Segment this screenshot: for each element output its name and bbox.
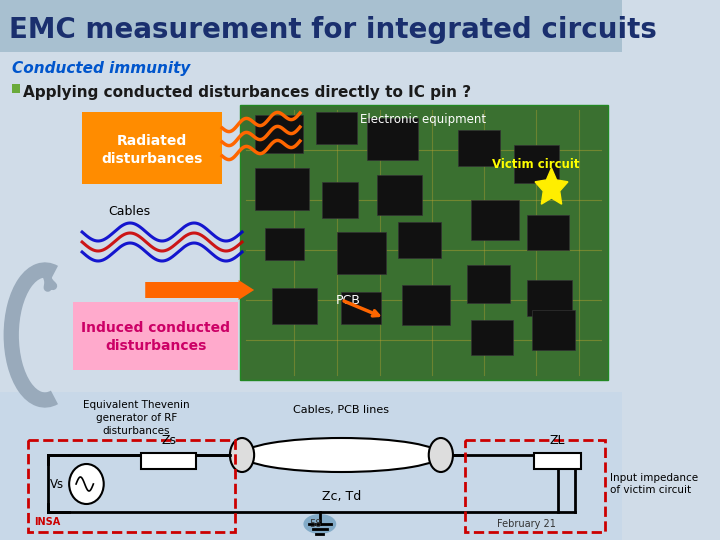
Bar <box>377 175 422 215</box>
Text: Electronic equipment: Electronic equipment <box>361 113 487 126</box>
Bar <box>0 392 622 540</box>
Bar <box>402 285 450 325</box>
Bar <box>531 310 575 350</box>
Ellipse shape <box>428 438 453 472</box>
Text: Cables: Cables <box>108 205 150 218</box>
Text: Cables, PCB lines: Cables, PCB lines <box>294 405 390 415</box>
Bar <box>534 453 581 469</box>
Bar <box>471 320 513 355</box>
Bar <box>264 228 305 260</box>
Bar <box>341 292 381 324</box>
Bar <box>514 145 559 183</box>
Bar <box>255 168 309 210</box>
Bar <box>471 200 518 240</box>
Bar <box>240 105 608 380</box>
Ellipse shape <box>242 438 441 472</box>
Bar <box>458 130 500 166</box>
Text: EMC measurement for integrated circuits: EMC measurement for integrated circuits <box>9 16 657 44</box>
Circle shape <box>69 464 104 504</box>
Text: Zs: Zs <box>161 434 176 447</box>
Text: February 21: February 21 <box>497 519 556 529</box>
Bar <box>255 115 302 153</box>
Bar <box>141 453 197 469</box>
FancyArrow shape <box>145 280 254 300</box>
Ellipse shape <box>303 514 336 534</box>
Bar <box>12 84 20 93</box>
Bar <box>527 280 572 316</box>
Polygon shape <box>535 168 568 204</box>
Bar <box>337 232 385 274</box>
Text: Zc, Td: Zc, Td <box>322 490 361 503</box>
Bar <box>82 112 222 184</box>
Bar <box>467 265 510 303</box>
Text: PCB: PCB <box>336 294 360 307</box>
Text: Equivalent Thevenin
generator of RF
disturbances: Equivalent Thevenin generator of RF dist… <box>84 400 190 436</box>
Text: 58: 58 <box>310 519 322 529</box>
Bar <box>397 222 441 258</box>
Text: Vs: Vs <box>50 477 64 490</box>
Bar <box>0 0 622 52</box>
Bar <box>527 215 569 250</box>
Text: INSA: INSA <box>35 517 60 527</box>
Text: Applying conducted disturbances directly to IC pin ?: Applying conducted disturbances directly… <box>23 84 472 99</box>
Ellipse shape <box>230 438 254 472</box>
Text: Radiated
disturbances: Radiated disturbances <box>102 134 203 166</box>
Text: Victim circuit: Victim circuit <box>492 159 580 172</box>
Bar <box>272 288 318 324</box>
Text: Induced conducted
disturbances: Induced conducted disturbances <box>81 321 230 353</box>
Bar <box>73 302 238 370</box>
Bar <box>322 182 358 218</box>
Bar <box>367 118 418 160</box>
Bar <box>315 112 357 144</box>
Text: Conducted immunity: Conducted immunity <box>12 60 191 76</box>
Text: ZL: ZL <box>550 434 565 447</box>
Text: Input impedance
of victim circuit: Input impedance of victim circuit <box>611 473 698 495</box>
